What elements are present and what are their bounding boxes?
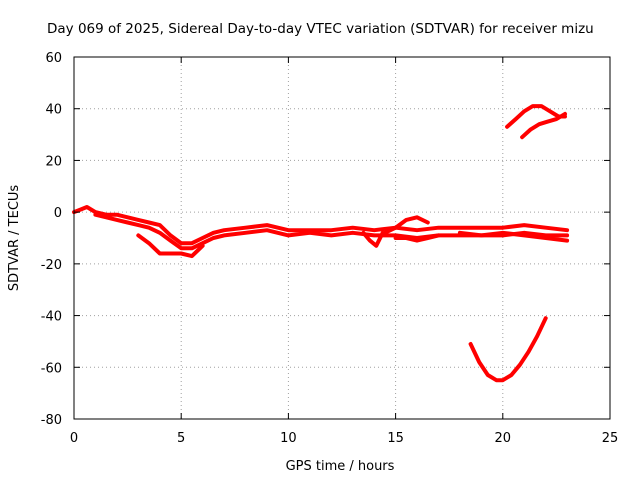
y-tick-label: -40	[41, 310, 62, 325]
series-line-main-band-upper	[72, 205, 570, 246]
y-tick-label: -20	[41, 258, 62, 273]
x-tick-label: 0	[70, 431, 78, 446]
series-line-tail-20-23-low	[457, 230, 570, 243]
gridlines	[74, 57, 610, 419]
y-tick-label: -80	[41, 413, 62, 428]
axis-ticks: 0 5 10 15 20 25 -80 -60 -40 -20 0 20 40 60	[41, 51, 619, 446]
y-tick-label: 40	[45, 103, 62, 118]
chart-title: Day 069 of 2025, Sidereal Day-to-day VTE…	[47, 21, 594, 37]
series-line-band-15-17-low	[393, 233, 441, 243]
data-series	[72, 104, 570, 383]
plot-frame	[73, 56, 611, 420]
series-line-upper-arc-b	[520, 111, 567, 140]
series-line-lower-arc	[468, 316, 548, 383]
y-tick-label: -60	[41, 361, 62, 376]
series-line-spike-14h	[361, 230, 385, 248]
x-tick-label: 25	[602, 431, 619, 446]
y-axis-label: SDTVAR / TECUs	[7, 185, 22, 292]
series-line-upper-arc-a	[505, 104, 567, 129]
y-tick-label: 0	[54, 206, 62, 221]
series-line-dip-segment	[136, 233, 205, 259]
y-tick-label: 20	[45, 154, 62, 169]
y-tick-label: 60	[45, 51, 62, 66]
x-tick-label: 20	[495, 431, 512, 446]
x-tick-label: 15	[387, 431, 404, 446]
series-line-band-15-17-high	[382, 215, 430, 235]
x-tick-label: 5	[177, 431, 185, 446]
x-axis-label: GPS time / hours	[286, 459, 395, 474]
x-tick-label: 10	[280, 431, 297, 446]
